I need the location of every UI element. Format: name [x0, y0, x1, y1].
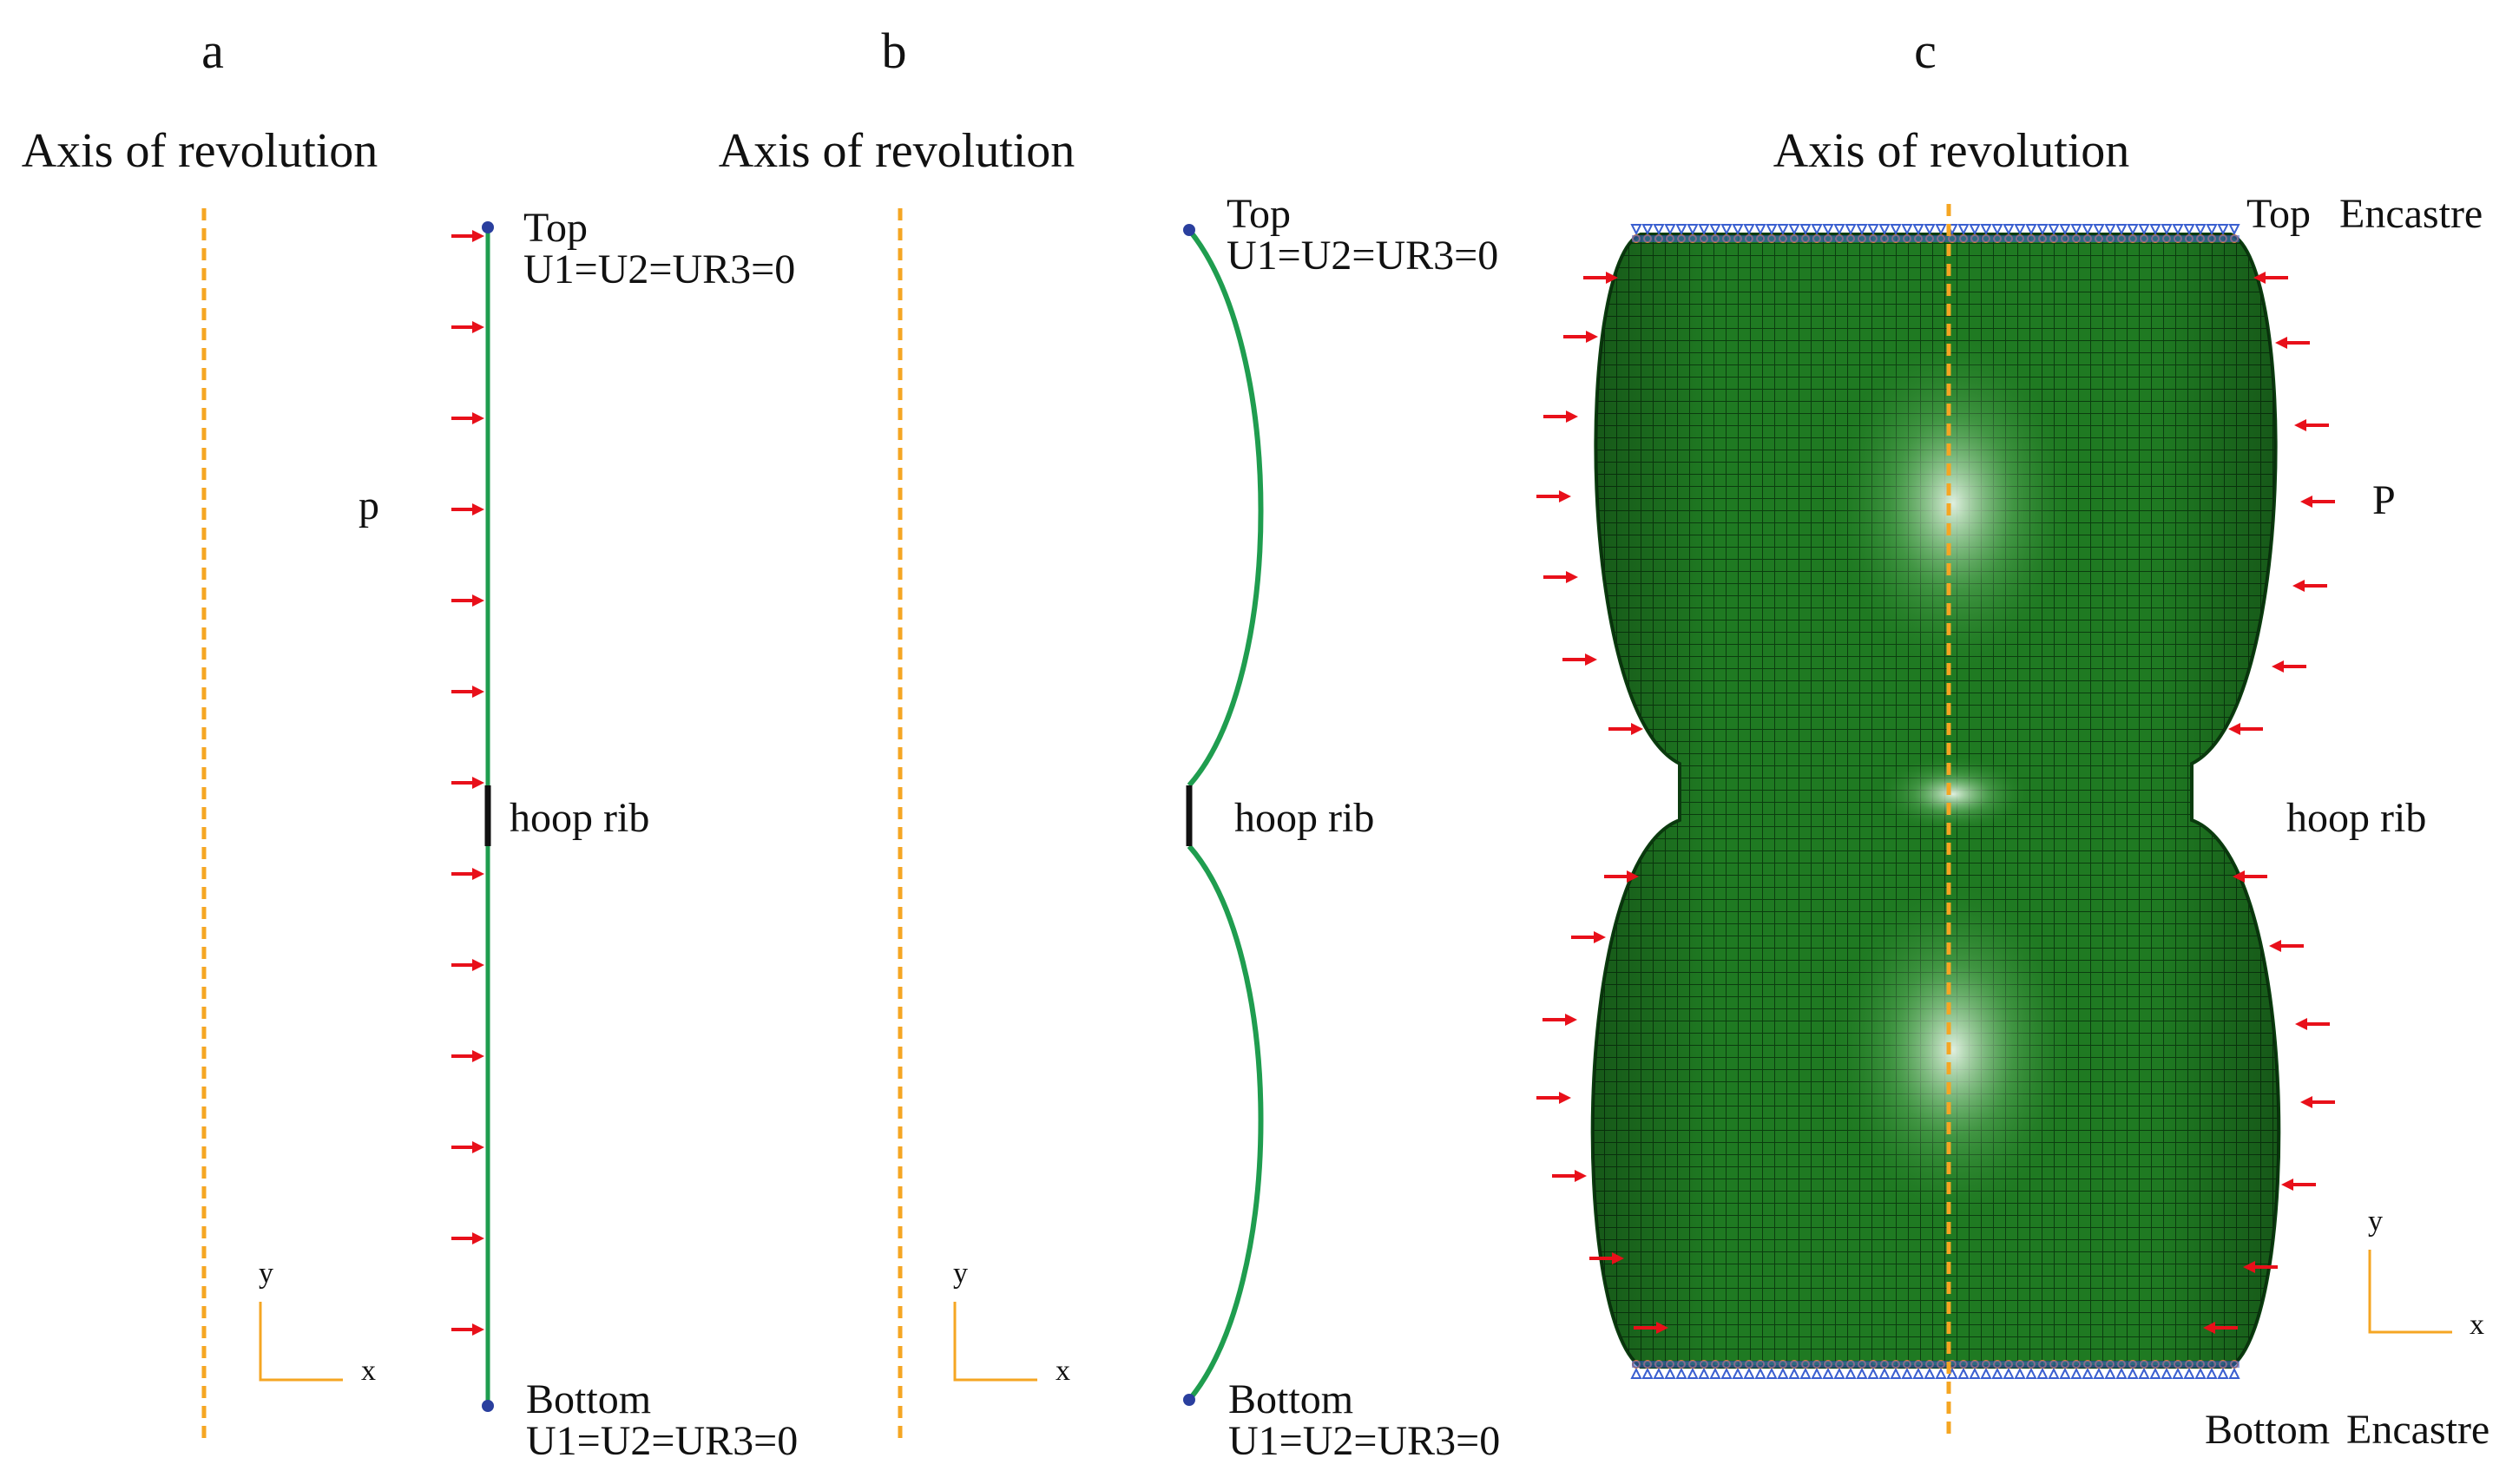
panel-c-triad-x: x: [2470, 1309, 2484, 1341]
pressure-arrow: [451, 594, 484, 607]
pressure-arrow: [451, 1141, 484, 1153]
panel-a-bottom-bc: U1=U2=UR3=0: [526, 1418, 798, 1464]
pressure-arrow: [451, 321, 484, 333]
pressure-arrow: [1543, 410, 1578, 423]
pressure-arrow: [1562, 653, 1597, 666]
pressure-arrow: [451, 868, 484, 880]
pressure-arrow: [1589, 1252, 1624, 1264]
pressure-arrow: [2292, 580, 2327, 592]
pressure-arrow: [2243, 1261, 2278, 1273]
pressure-arrow: [2253, 272, 2288, 284]
panel-b: b Axis of revolution Top U1=U2=UR3=0 hoo…: [719, 23, 1501, 1464]
panel-a-rib-label: hoop rib: [510, 795, 649, 841]
panel-a-triad: y x: [259, 1257, 376, 1387]
panel-b-axis-title: Axis of revolution: [719, 124, 1075, 178]
panel-c-letter: c: [1914, 23, 1937, 79]
panel-c-triad: y x: [2368, 1205, 2484, 1341]
panel-b-top-label: Top: [1227, 191, 1291, 237]
panel-a-top-bc: U1=U2=UR3=0: [523, 246, 795, 292]
panel-c-triad-y: y: [2368, 1205, 2383, 1238]
panel-c-top-bc: Encastre: [2339, 191, 2483, 237]
panel-b-triad-y: y: [953, 1257, 968, 1290]
pressure-arrow: [451, 1323, 484, 1336]
pressure-arrow: [2233, 870, 2267, 883]
panel-a-triad-x: x: [361, 1355, 376, 1387]
panel-a-bottom-node: [482, 1400, 494, 1412]
pressure-arrow: [1552, 1170, 1587, 1182]
panel-c-rib-label: hoop rib: [2286, 795, 2426, 841]
pressure-arrow: [451, 412, 484, 424]
panel-a: a Axis of revolution Top U1=U2=UR3=0 p h…: [22, 23, 799, 1464]
panel-c-bottom-bc: Encastre: [2346, 1407, 2490, 1453]
pressure-arrow: [1563, 331, 1598, 343]
panel-a-pressure-arrows: [451, 230, 484, 1336]
pressure-arrow: [451, 777, 484, 789]
panel-b-letter: b: [882, 23, 907, 79]
panel-b-bottom-label: Bottom: [1228, 1376, 1353, 1422]
pressure-arrow: [451, 1050, 484, 1062]
panel-c-bottom-label: Bottom: [2205, 1407, 2330, 1453]
panel-b-triad-x: x: [1056, 1355, 1070, 1387]
panel-c-top-encastre-symbols: [1630, 224, 2240, 243]
pressure-arrow: [451, 503, 484, 515]
panel-c-axis-title: Axis of revolution: [1773, 124, 2130, 178]
pressure-arrow: [1604, 870, 1639, 883]
pressure-arrow: [2272, 660, 2306, 673]
panel-a-triad-y: y: [259, 1257, 273, 1290]
pressure-arrow: [451, 959, 484, 971]
pressure-arrow: [1542, 1014, 1577, 1026]
panel-b-bottom-bc: U1=U2=UR3=0: [1228, 1418, 1500, 1464]
pressure-arrow: [2300, 1096, 2335, 1108]
pressure-arrow: [2281, 1179, 2316, 1191]
pressure-arrow: [1571, 931, 1606, 943]
panel-c-pressure-arrows-left: [1536, 272, 1668, 1334]
panel-c-pressure-label: P: [2372, 477, 2396, 523]
pressure-arrow: [1634, 1322, 1668, 1334]
panel-b-bottom-node: [1183, 1394, 1195, 1406]
pressure-arrow: [2295, 1018, 2330, 1030]
panel-b-triad: y x: [953, 1257, 1070, 1387]
panel-a-pressure-label: p: [358, 483, 379, 529]
panel-a-top-label: Top: [523, 205, 588, 251]
pressure-arrow: [451, 1232, 484, 1244]
panel-c-meshed-vessel: [1590, 233, 2281, 1369]
pressure-arrow: [2203, 1322, 2238, 1334]
panel-a-top-node: [482, 221, 494, 233]
pressure-arrow: [2275, 337, 2310, 349]
panel-b-top-node: [1183, 224, 1195, 236]
panel-b-shell-profile: [1187, 228, 1264, 1402]
pressure-arrow: [1536, 1092, 1571, 1104]
pressure-arrow: [1608, 723, 1643, 735]
pressure-arrow: [451, 686, 484, 698]
panel-b-rib-label: hoop rib: [1234, 795, 1374, 841]
pressure-arrow: [2269, 940, 2304, 952]
panel-c: c Axis of revolution Top Encastre P hoop…: [1536, 23, 2490, 1453]
pressure-arrow: [1583, 272, 1618, 284]
panel-c-top-label: Top: [2246, 191, 2311, 237]
pressure-arrow: [451, 230, 484, 242]
panel-a-letter: a: [201, 23, 224, 79]
pressure-arrow: [2228, 723, 2263, 735]
panel-b-top-bc: U1=U2=UR3=0: [1227, 233, 1498, 279]
panel-c-pressure-arrows-right: [2203, 272, 2335, 1334]
pressure-arrow: [2300, 496, 2335, 508]
pressure-arrow: [1543, 571, 1578, 583]
panel-a-bottom-label: Bottom: [526, 1376, 651, 1422]
pressure-arrow: [2294, 419, 2329, 431]
pressure-arrow: [1536, 490, 1571, 502]
panel-a-axis-title: Axis of revolution: [22, 124, 378, 178]
panel-c-bottom-encastre-symbols: [1630, 1360, 2240, 1379]
